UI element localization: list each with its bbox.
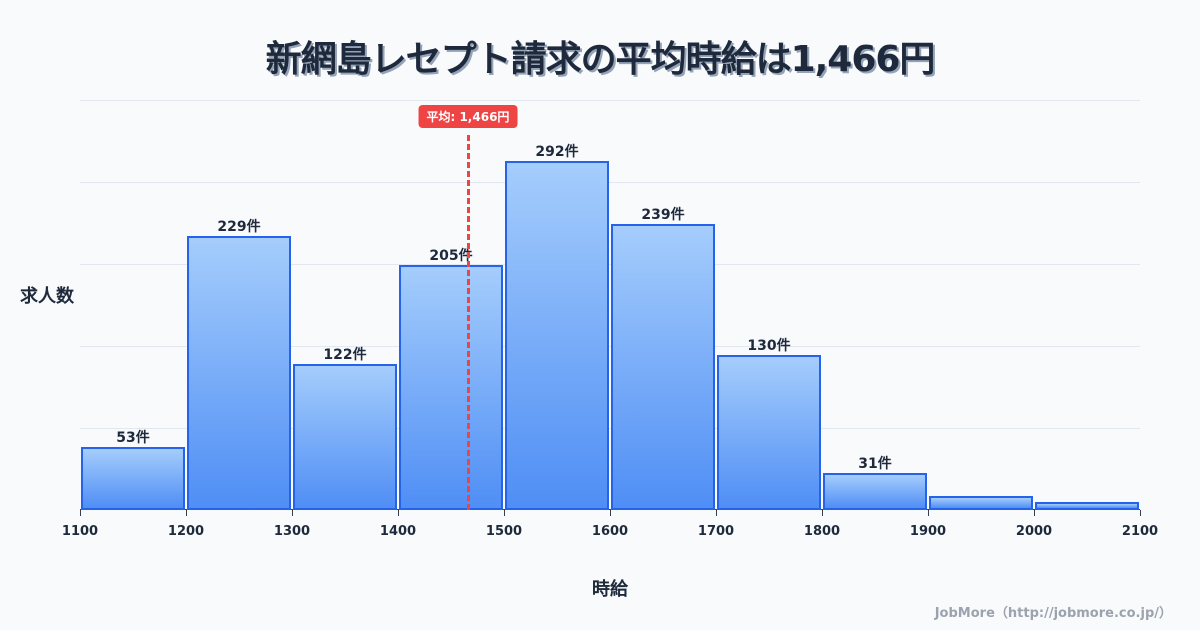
bar-value-label: 229件 bbox=[217, 219, 261, 236]
x-tick bbox=[292, 510, 293, 516]
x-tick bbox=[398, 510, 399, 516]
x-tick-label: 2100 bbox=[1121, 524, 1159, 539]
bar-value-label: 53件 bbox=[116, 429, 150, 446]
gridline bbox=[80, 428, 1140, 429]
x-tick-label: 1100 bbox=[61, 524, 99, 539]
x-tick bbox=[716, 510, 717, 516]
bar-value-label: 130件 bbox=[747, 337, 791, 354]
histogram-bar bbox=[929, 495, 1033, 510]
bar-value-label: 31件 bbox=[858, 455, 892, 472]
x-tick bbox=[928, 510, 929, 516]
x-tick-label: 1400 bbox=[379, 524, 417, 539]
histogram-bar bbox=[505, 160, 609, 510]
x-tick bbox=[504, 510, 505, 516]
plot-area: 53件 229件 122件 205件 292件 239件 130件 31件 1100 1200 13… bbox=[62, 100, 1158, 539]
histogram-bar bbox=[717, 354, 821, 510]
average-line bbox=[466, 135, 470, 510]
x-tick bbox=[1034, 510, 1035, 516]
gridline bbox=[80, 182, 1140, 183]
histogram-bar bbox=[823, 472, 927, 510]
x-tick bbox=[1140, 510, 1141, 516]
x-tick bbox=[186, 510, 187, 516]
x-axis-label: 時給 bbox=[592, 579, 628, 600]
chart-title: 新網島レセプト請求の平均時給は1,466円 bbox=[265, 39, 936, 80]
x-tick bbox=[80, 510, 81, 516]
histogram-bar bbox=[611, 224, 715, 510]
gridline bbox=[80, 264, 1140, 265]
gridline bbox=[80, 346, 1140, 347]
x-tick-label: 1800 bbox=[803, 524, 841, 539]
x-tick bbox=[610, 510, 611, 516]
histogram-bar bbox=[81, 446, 185, 510]
y-axis-label: 求人数 bbox=[20, 286, 74, 307]
x-tick-label: 1700 bbox=[697, 524, 735, 539]
x-tick-label: 1900 bbox=[909, 524, 947, 539]
x-tick-label: 1500 bbox=[485, 524, 523, 539]
bar-value-label: 122件 bbox=[323, 347, 367, 364]
histogram-bar bbox=[293, 364, 397, 510]
histogram-bar bbox=[187, 236, 291, 510]
x-axis-line bbox=[80, 509, 1140, 510]
bar-value-label: 205件 bbox=[429, 247, 473, 264]
x-tick bbox=[822, 510, 823, 516]
bar-value-label: 292件 bbox=[535, 143, 579, 160]
histogram-bar bbox=[399, 264, 503, 510]
gridline bbox=[80, 100, 1140, 101]
x-tick-label: 2000 bbox=[1015, 524, 1053, 539]
x-tick-label: 1600 bbox=[591, 524, 629, 539]
x-tick-label: 1200 bbox=[167, 524, 205, 539]
histogram-bar bbox=[1035, 501, 1139, 510]
bar-value-label: 239件 bbox=[641, 207, 685, 224]
footer-credit: JobMore（http://jobmore.co.jp/） bbox=[934, 606, 1172, 621]
average-badge: 平均: 1,466円 bbox=[418, 105, 518, 128]
x-tick-label: 1300 bbox=[273, 524, 311, 539]
